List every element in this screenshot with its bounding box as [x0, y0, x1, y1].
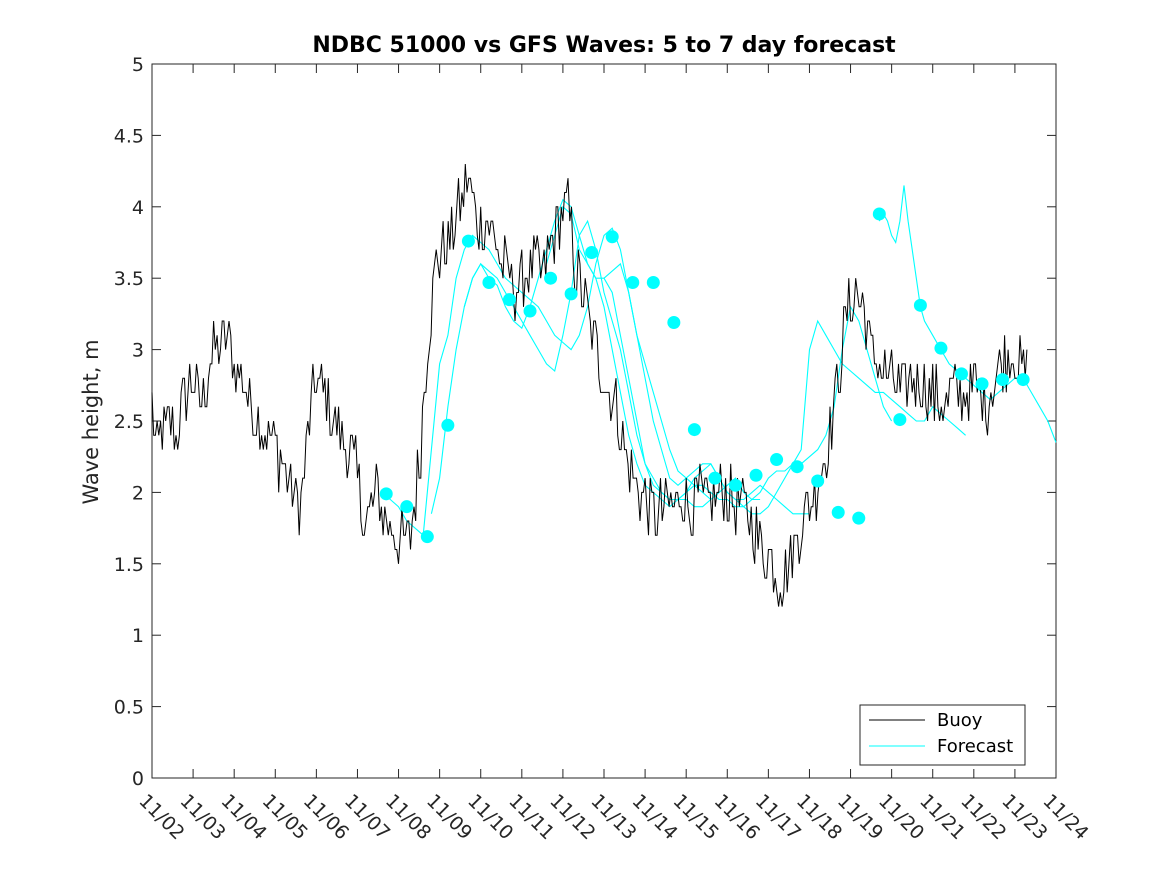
y-tick-label: 3 [132, 340, 144, 362]
forecast-marker [811, 474, 825, 488]
forecast-marker [996, 373, 1010, 387]
forecast-marker [420, 530, 434, 544]
forecast-marker [523, 304, 537, 318]
forecast-marker [667, 315, 681, 329]
forecast-marker [708, 471, 722, 485]
forecast-marker [482, 275, 496, 289]
forecast-marker [400, 500, 414, 514]
legend-box [859, 704, 1026, 766]
forecast-marker [790, 460, 804, 474]
forecast-marker [893, 413, 907, 427]
forecast-marker [502, 293, 516, 307]
y-tick-label: 2 [132, 482, 144, 504]
forecast-line [381, 227, 712, 537]
y-tick-label: 5 [132, 54, 144, 76]
forecast-marker [728, 478, 742, 492]
y-tick-label: 1 [132, 625, 144, 647]
y-tick-label: 1.5 [114, 554, 144, 576]
legend: Buoy Forecast [859, 704, 1026, 766]
chart-title: NDBC 51000 vs GFS Waves: 5 to 7 day fore… [312, 33, 896, 58]
forecast-marker [379, 487, 393, 501]
forecast-marker [585, 245, 599, 259]
y-tick-label: 0 [132, 768, 144, 790]
y-tick-label: 0.5 [114, 697, 144, 719]
forecast-marker [646, 275, 660, 289]
forecast-marker [461, 234, 475, 248]
marker-layer [379, 207, 1030, 544]
legend-forecast-label: Forecast [937, 736, 1013, 757]
forecast-line [463, 198, 810, 515]
forecast-marker [872, 207, 886, 221]
y-ticks: 0 0.5 1 1.5 2 2.5 3 3.5 4 4.5 5 [114, 54, 1056, 790]
y-tick-label: 4.5 [114, 125, 144, 147]
forecast-marker [687, 423, 701, 437]
forecast-marker [913, 298, 927, 312]
legend-buoy-label: Buoy [937, 710, 983, 731]
forecast-marker [605, 230, 619, 244]
forecast-marker [934, 341, 948, 355]
forecast-marker [564, 287, 578, 301]
y-axis-label: Wave height, m [79, 339, 103, 504]
forecast-marker [852, 511, 866, 525]
forecast-marker [1016, 373, 1030, 387]
forecast-marker [770, 453, 784, 467]
plot-area: 00.511.522.533.544.55 11/0211/0311/0411/… [114, 54, 1093, 844]
y-tick-label: 3.5 [114, 268, 144, 290]
forecast-marker [626, 275, 640, 289]
y-tick-label: 4 [132, 197, 144, 219]
forecast-marker [544, 271, 558, 285]
forecast-marker [831, 505, 845, 519]
buoy-line [151, 163, 1028, 607]
forecast-line [603, 262, 966, 515]
forecast-marker [441, 418, 455, 432]
forecast-marker [954, 367, 968, 381]
forecast-marker [749, 468, 763, 482]
forecast-marker [975, 377, 989, 391]
y-tick-label: 2.5 [114, 411, 144, 433]
